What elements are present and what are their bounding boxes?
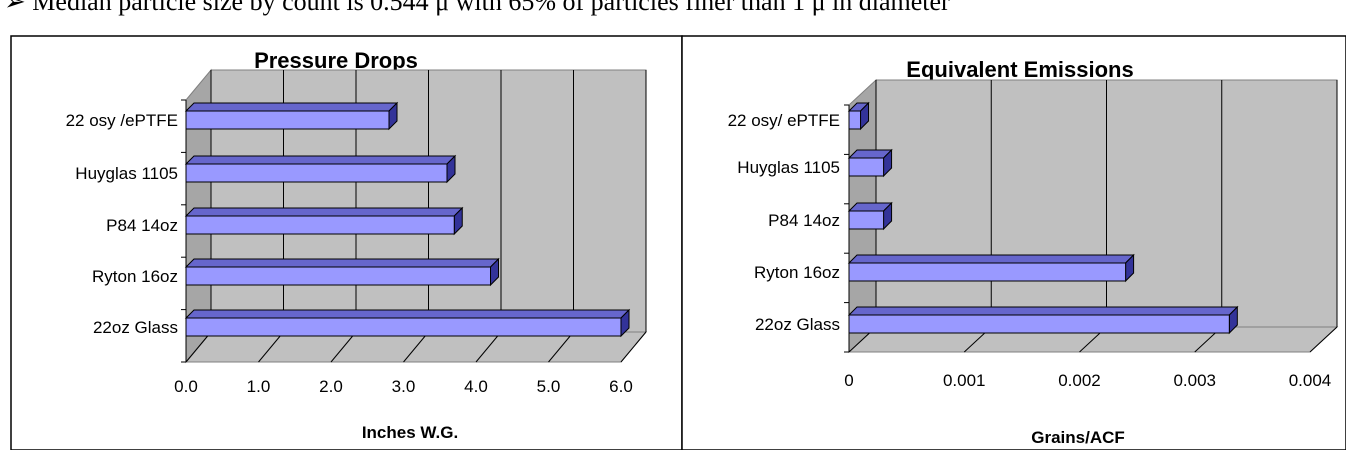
bar xyxy=(184,154,457,184)
bar-front-face xyxy=(185,317,622,337)
x-tick-label: 0.004 xyxy=(1289,371,1332,390)
bar-front-face xyxy=(848,157,885,177)
x-axis-label: Grains/ACF xyxy=(1031,428,1125,447)
x-tick-label: 3.0 xyxy=(392,377,416,396)
chart-title: Equivalent Emissions xyxy=(906,57,1133,82)
floor-gridline xyxy=(548,331,574,363)
x-tick-label: 0.001 xyxy=(943,371,986,390)
y-category-label: P84 14oz xyxy=(106,216,178,235)
bar xyxy=(847,201,893,231)
bar-top-face xyxy=(184,309,631,319)
bar-top-face xyxy=(184,155,457,165)
floor-gridline xyxy=(185,331,212,363)
x-tick-label: 0.0 xyxy=(174,377,198,396)
floor-gridline xyxy=(475,331,502,363)
bar-front-face xyxy=(185,163,448,183)
floor-gridline xyxy=(330,331,357,363)
bar-front-face xyxy=(848,314,1230,334)
bar xyxy=(184,206,464,236)
bar-front-face xyxy=(185,215,455,235)
bar-front-face xyxy=(848,110,862,130)
y-category-label: Huyglas 1105 xyxy=(737,158,840,177)
chart-pressure-drops: Pressure Drops 0.0 1.0 2.0 3.0 4.0 5.0 6.0 22 o… xyxy=(10,35,683,450)
y-category-label: P84 14oz xyxy=(768,211,840,230)
bar xyxy=(847,148,893,178)
x-tick-label: 4.0 xyxy=(464,377,488,396)
x-tick-label: 2.0 xyxy=(319,377,343,396)
bar-top-face xyxy=(184,102,399,112)
bar-top-face xyxy=(847,254,1135,264)
bar-front-face xyxy=(185,110,390,130)
bar-front-face xyxy=(848,210,885,230)
bar-front-face xyxy=(848,262,1127,282)
bar xyxy=(847,101,870,131)
y-category-label: 22oz Glass xyxy=(93,318,178,337)
x-axis-label: Inches W.G. xyxy=(362,423,458,442)
floor-gridline xyxy=(1309,326,1338,353)
floor-gridline xyxy=(403,331,429,363)
bar xyxy=(184,257,500,287)
bar xyxy=(847,305,1239,335)
bar-front-face xyxy=(185,266,491,286)
x-tick-label: 6.0 xyxy=(609,377,633,396)
caption-text: ➢ Median particle size by count is 0.544… xyxy=(4,0,950,16)
bar-top-face xyxy=(184,258,500,268)
chart-title: Pressure Drops xyxy=(254,48,418,73)
floor-gridline xyxy=(258,331,284,363)
x-tick-label: 0.003 xyxy=(1173,371,1216,390)
bar xyxy=(184,101,399,131)
x-tick-label: 5.0 xyxy=(537,377,561,396)
x-tick-label: 0.002 xyxy=(1058,371,1101,390)
y-category-label: Ryton 16oz xyxy=(754,263,840,282)
y-category-label: Huyglas 1105 xyxy=(75,164,178,183)
x-tick-label: 1.0 xyxy=(247,377,271,396)
y-category-label: 22oz Glass xyxy=(755,315,840,334)
y-category-label: 22 osy/ ePTFE xyxy=(728,111,840,130)
y-category-label: 22 osy /ePTFE xyxy=(66,111,178,130)
chart-equivalent-emissions: Equivalent Emissions 0 0.001 0.002 0.003 0.0… xyxy=(681,35,1346,450)
x-tick-label: 0 xyxy=(844,371,853,390)
bar xyxy=(184,308,631,338)
y-category-label: Ryton 16oz xyxy=(92,267,178,286)
bar-top-face xyxy=(847,306,1239,316)
floor-gridline xyxy=(620,331,647,363)
bar xyxy=(847,253,1135,283)
bar-top-face xyxy=(184,207,464,217)
